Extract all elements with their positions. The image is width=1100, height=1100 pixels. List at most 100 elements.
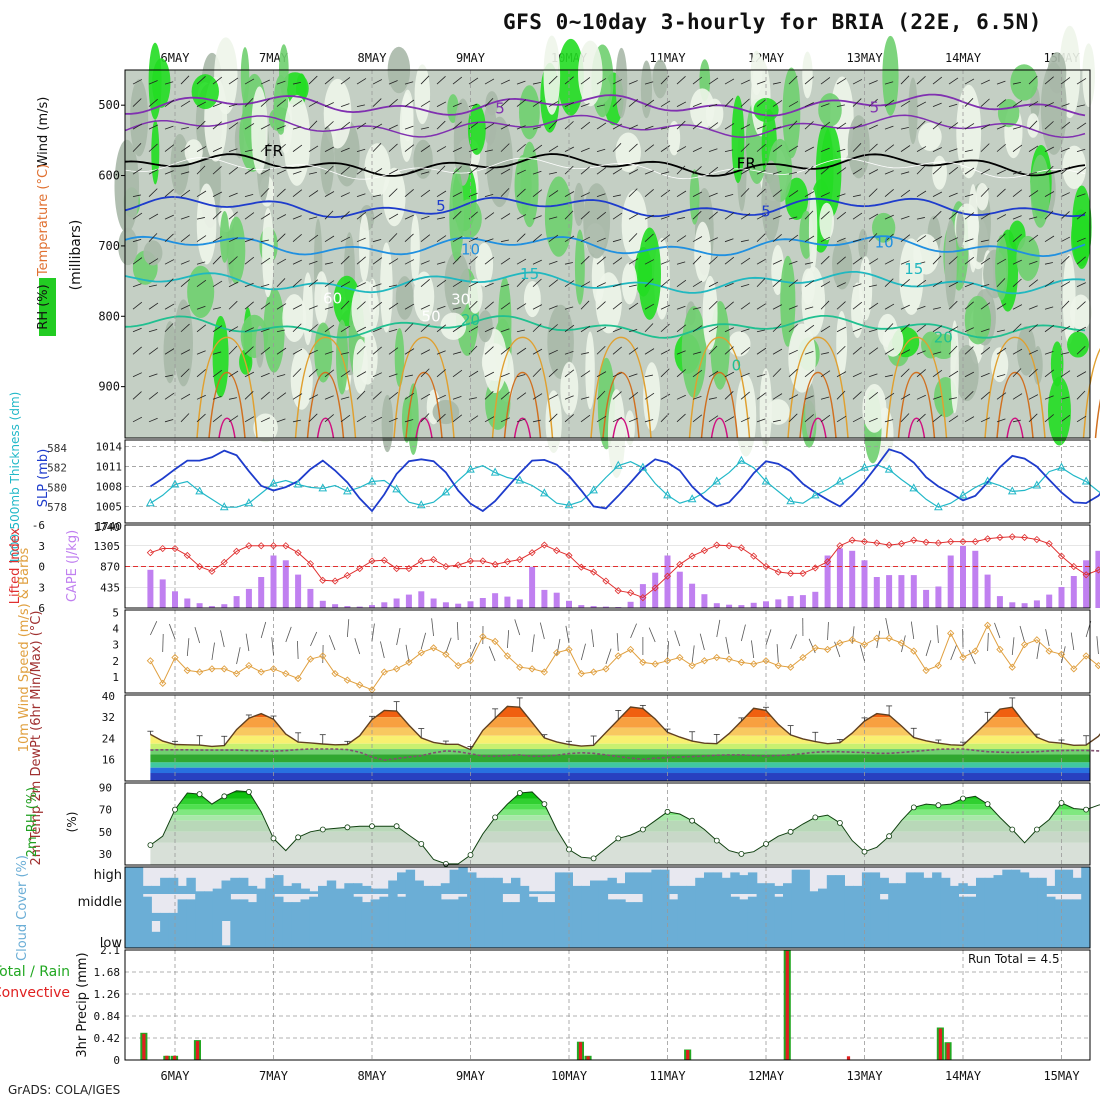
wind-barb (436, 394, 446, 400)
wind-barb (356, 148, 366, 153)
wind-barb (260, 372, 270, 378)
wind-barb (180, 75, 190, 85)
rh-blob (785, 177, 809, 220)
isotherm-label: 5 (870, 98, 880, 116)
wind-barb (180, 323, 190, 333)
wind-barb (868, 124, 878, 130)
wind-barb (788, 260, 798, 265)
wind-speed-marker (171, 653, 179, 662)
wind-barb (292, 393, 303, 400)
wind-barb (948, 103, 958, 107)
wind-barb (900, 145, 911, 152)
wind-barb (884, 303, 895, 310)
li-marker (614, 587, 622, 595)
wind-barb (916, 305, 926, 310)
wind-barb (900, 349, 911, 355)
temp-tick-label: 24 (102, 732, 116, 745)
wind-speed-marker (823, 645, 832, 654)
wind-barb (820, 166, 830, 175)
li-marker (491, 560, 499, 568)
wind-barb (516, 418, 526, 423)
wind-barb (388, 124, 398, 130)
rh-blob (262, 207, 274, 298)
cloud-bar-low (256, 921, 266, 948)
cape-bar (886, 575, 893, 608)
wind-barb (676, 261, 686, 265)
precip-tick-label: 2.1 (100, 944, 120, 957)
wind-barb (340, 325, 351, 333)
wind-barb (420, 126, 429, 130)
wind-barb (356, 326, 367, 333)
rh-blob (151, 119, 160, 185)
cape-bar (295, 574, 302, 608)
wind-barb (964, 212, 975, 220)
wind-barb (996, 392, 1007, 400)
cloud-bar-low (519, 921, 530, 948)
wind-barb (388, 169, 399, 175)
precip-convective-bar (946, 1043, 950, 1060)
cloud-bar-middle (204, 894, 214, 921)
wind-barb (324, 395, 334, 400)
cape-bar (430, 598, 437, 608)
cloud-bar-low (405, 921, 416, 948)
wind-barb (1028, 324, 1038, 333)
wind-barb (372, 212, 383, 220)
wind-barb (836, 415, 847, 423)
wind-barb (820, 147, 830, 152)
wind-barb (260, 188, 270, 197)
thickness-marker (269, 478, 278, 487)
wind-barb (756, 278, 766, 287)
page-title: GFS 0~10day 3-hourly for BRIA (22E, 6.5N… (503, 10, 1042, 34)
wind-barb (765, 629, 772, 646)
rh-blob (801, 268, 815, 306)
wind-barb (804, 235, 815, 243)
rh-blob (394, 328, 405, 387)
wind-barb (212, 121, 222, 130)
wind-barb (180, 171, 190, 175)
cape-bar (492, 593, 499, 608)
rh-blob (544, 176, 573, 257)
wind-barb (932, 280, 943, 288)
wind-barb (308, 145, 319, 152)
wind-barb (484, 78, 495, 85)
li-marker (294, 549, 302, 557)
cloud-bar-high (458, 867, 468, 894)
cloud-bar-low (791, 921, 802, 948)
wind-barb (852, 327, 862, 333)
cape-li-panel (125, 525, 1100, 608)
wind-barb (1044, 146, 1055, 152)
wind-barb (868, 258, 879, 265)
lifted-index-line (150, 536, 1100, 599)
cloud-bar-high (993, 875, 1003, 894)
wind-barb (996, 143, 1006, 152)
wind-barb (532, 126, 542, 130)
wind-speed-marker (417, 649, 425, 657)
wind-barb (404, 303, 415, 310)
wind-barb (324, 414, 334, 423)
isotherm-label: 0 (732, 357, 742, 375)
cloud-bar-middle (677, 894, 688, 921)
cloud-bar-high (932, 872, 942, 894)
temp-band (150, 727, 1090, 736)
wind-barb (164, 99, 175, 107)
wind-barb (628, 98, 638, 107)
wind-barb (164, 81, 174, 85)
li-marker (269, 542, 278, 550)
slp-line (149, 448, 1100, 513)
wind-barb (180, 413, 190, 423)
temp-band (150, 767, 1090, 774)
wind-barb (148, 284, 157, 288)
wind-barb (724, 301, 734, 310)
cloud-bar-low (528, 921, 538, 948)
wind-barb (964, 238, 974, 243)
cloud-bar-middle (774, 896, 784, 921)
rh-blob (444, 251, 470, 316)
cloud-bar-high (905, 872, 916, 894)
wind-barb (260, 79, 270, 85)
li-marker (1082, 571, 1090, 579)
cloud-bar-low (984, 921, 995, 948)
wind-barb (532, 368, 542, 378)
wind-barb (612, 168, 623, 175)
cape-bar (1021, 603, 1028, 608)
wind-barb (507, 630, 510, 649)
